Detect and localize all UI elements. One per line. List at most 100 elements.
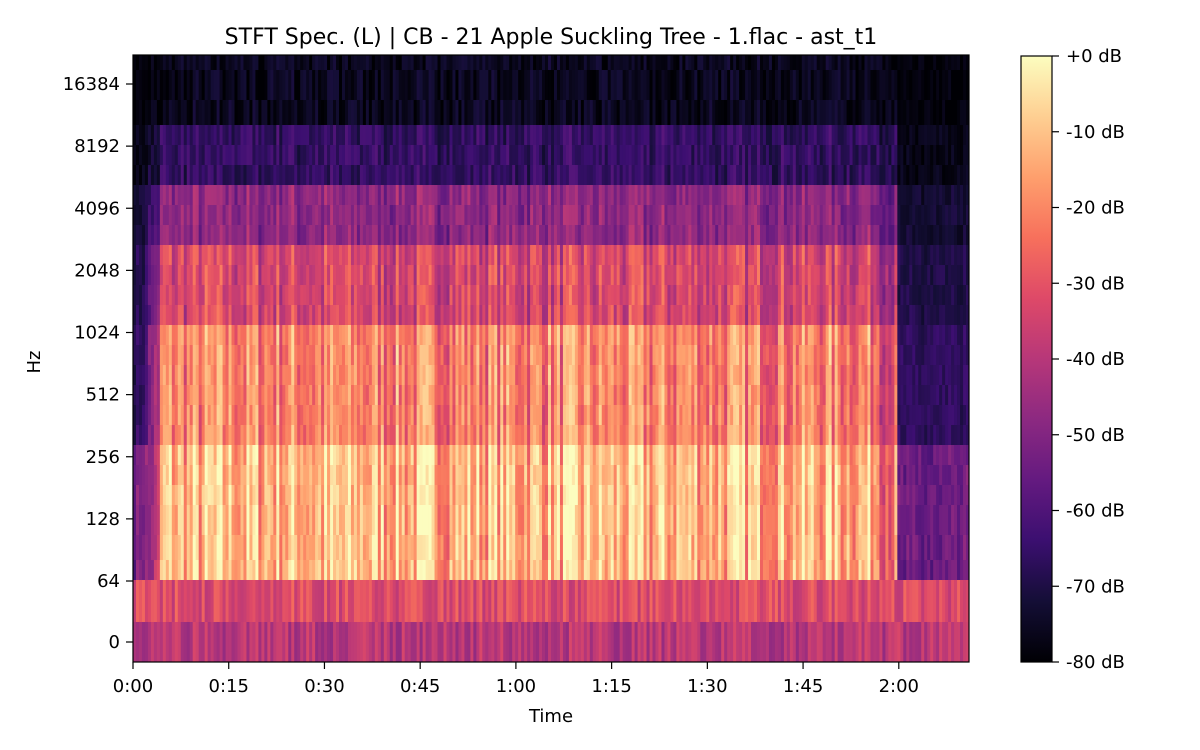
- spectrogram-cell: [634, 265, 638, 285]
- spectrogram-cell: [153, 485, 158, 505]
- spectrogram-cell: [515, 265, 519, 285]
- spectrogram-cell: [577, 125, 582, 145]
- spectrogram-cell: [479, 100, 483, 125]
- spectrogram-cell: [473, 70, 477, 100]
- spectrogram-cell: [225, 100, 229, 125]
- spectrogram-cell: [291, 345, 295, 365]
- spectrogram-cell: [186, 505, 191, 535]
- spectrogram-cell: [144, 205, 149, 225]
- spectrogram-cell: [518, 285, 522, 305]
- spectrogram-cell: [655, 465, 659, 485]
- spectrogram-cell: [327, 445, 331, 465]
- spectrogram-cell: [255, 560, 259, 580]
- spectrogram-cell: [336, 205, 340, 225]
- spectrogram-cell: [204, 70, 209, 100]
- spectrogram-cell: [407, 465, 412, 485]
- spectrogram-cell: [422, 55, 426, 70]
- spectrogram-cell: [350, 385, 355, 405]
- spectrogram-cell: [273, 70, 277, 100]
- spectrogram-cell: [592, 580, 597, 622]
- spectrogram-cell: [443, 245, 447, 265]
- spectrogram-cell: [327, 485, 331, 505]
- spectrogram-cell: [246, 100, 250, 125]
- spectrogram-cell: [273, 622, 277, 662]
- spectrogram-cell: [434, 485, 438, 505]
- spectrogram-cell: [664, 265, 668, 285]
- spectrogram-cell: [512, 405, 516, 425]
- spectrogram-cell: [607, 265, 612, 285]
- spectrogram-cell: [509, 465, 513, 485]
- spectrogram-cell: [479, 505, 483, 535]
- spectrogram-cell: [652, 445, 656, 465]
- spectrogram-cell: [667, 185, 671, 205]
- spectrogram-cell: [551, 535, 555, 560]
- spectrogram-cell: [201, 265, 206, 285]
- spectrogram-cell: [234, 535, 238, 560]
- spectrogram-cell: [231, 205, 235, 225]
- spectrogram-cell: [339, 345, 343, 365]
- spectrogram-cell: [419, 445, 424, 465]
- spectrogram-cell: [258, 55, 262, 70]
- spectrogram-cell: [374, 100, 379, 125]
- spectrogram-cell: [419, 505, 424, 535]
- spectrogram-cell: [291, 265, 295, 285]
- spectrogram-cell: [553, 55, 558, 70]
- spectrogram-cell: [285, 445, 289, 465]
- spectrogram-cell: [488, 285, 492, 305]
- spectrogram-cell: [168, 165, 173, 185]
- spectrogram-cell: [655, 365, 659, 385]
- spectrogram-cell: [634, 365, 638, 385]
- spectrogram-cell: [300, 445, 304, 465]
- spectrogram-cell: [330, 560, 334, 580]
- spectrogram-cell: [204, 622, 209, 662]
- spectrogram-cell: [470, 505, 474, 535]
- spectrogram-cell: [177, 70, 182, 100]
- spectrogram-cell: [231, 225, 235, 245]
- spectrogram-cell: [219, 365, 223, 385]
- spectrogram-cell: [542, 125, 546, 145]
- spectrogram-cell: [201, 100, 206, 125]
- spectrogram-cell: [464, 125, 468, 145]
- spectrogram-cell: [389, 405, 394, 425]
- spectrogram-cell: [434, 580, 438, 622]
- spectrogram-cell: [664, 70, 668, 100]
- spectrogram-cell: [171, 165, 176, 185]
- spectrogram-cell: [234, 622, 238, 662]
- spectrogram-cell: [446, 622, 450, 662]
- spectrogram-cell: [404, 465, 409, 485]
- spectrogram-cell: [386, 385, 391, 405]
- spectrogram-cell: [264, 325, 268, 345]
- spectrogram-cell: [539, 405, 543, 425]
- spectrogram-cell: [353, 445, 358, 465]
- spectrogram-cell: [189, 385, 194, 405]
- spectrogram-cell: [571, 145, 576, 165]
- spectrogram-cell: [147, 70, 152, 100]
- spectrogram-cell: [425, 535, 429, 560]
- spectrogram-cell: [243, 622, 247, 662]
- spectrogram-cell: [368, 405, 373, 425]
- spectrogram-cell: [237, 245, 241, 265]
- spectrogram-cell: [135, 285, 140, 305]
- spectrogram-cell: [365, 125, 370, 145]
- spectrogram-cell: [527, 560, 531, 580]
- spectrogram-cell: [336, 622, 340, 662]
- spectrogram-cell: [500, 505, 504, 535]
- spectrogram-cell: [255, 580, 259, 622]
- spectrogram-cell: [252, 70, 256, 100]
- spectrogram-cell: [431, 580, 435, 622]
- spectrogram-cell: [413, 165, 418, 185]
- spectrogram-cell: [419, 485, 424, 505]
- spectrogram-cell: [240, 485, 244, 505]
- spectrogram-cell: [380, 285, 385, 305]
- spectrogram-cell: [255, 535, 259, 560]
- spectrogram-cell: [658, 425, 662, 445]
- spectrogram-cell: [156, 445, 161, 465]
- spectrogram-cell: [192, 560, 197, 580]
- spectrogram-cell: [607, 245, 612, 265]
- spectrogram-cell: [174, 405, 179, 425]
- spectrogram-cell: [577, 622, 582, 662]
- spectrogram-cell: [473, 385, 477, 405]
- spectrogram-cell: [237, 100, 241, 125]
- spectrogram-cell: [273, 580, 277, 622]
- spectrogram-cell: [571, 485, 576, 505]
